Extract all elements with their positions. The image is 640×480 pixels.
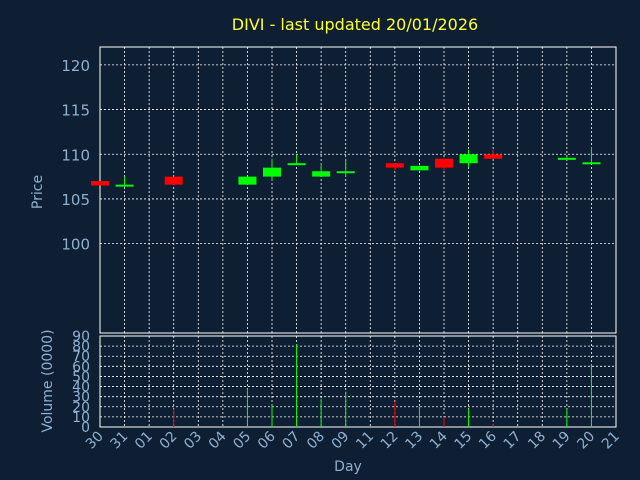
- candle-body: [459, 154, 478, 164]
- candle-body: [385, 163, 404, 168]
- day-tick-label: 04: [206, 428, 230, 452]
- price-tick-label: 105: [61, 191, 90, 209]
- candle-body: [312, 171, 331, 177]
- price-tick-label: 115: [61, 102, 90, 120]
- day-tick-label: 13: [402, 429, 426, 453]
- day-tick-label: 06: [255, 428, 279, 452]
- volume-tick-label: 30: [72, 390, 90, 406]
- candle-body: [164, 176, 183, 185]
- candle-body: [115, 184, 134, 187]
- volume-tick-label: 20: [72, 400, 90, 416]
- day-tick-label: 02: [157, 429, 181, 453]
- volume-plot-frame: [99, 335, 617, 428]
- day-tick-label: 03: [181, 429, 205, 453]
- volume-tick-label: 80: [72, 339, 90, 355]
- candle-body: [287, 163, 306, 166]
- day-tick-label: 19: [550, 429, 574, 453]
- price-tick-label: 100: [61, 236, 90, 254]
- volume-tick-label: 90: [72, 329, 90, 345]
- candle-body: [263, 167, 281, 177]
- day-tick-label: 16: [476, 428, 500, 452]
- price-axis-label: Price: [30, 175, 46, 209]
- day-tick-label: 21: [599, 429, 623, 453]
- candle-body: [557, 157, 576, 160]
- day-tick-label: 12: [378, 429, 402, 453]
- day-tick-label: 09: [329, 429, 353, 453]
- candle-body: [435, 158, 453, 168]
- day-tick-label: 18: [525, 429, 549, 453]
- day-tick-label: 11: [353, 429, 377, 453]
- candle-body: [336, 171, 355, 174]
- price-tick-label: 110: [61, 146, 90, 164]
- candle-body: [410, 165, 429, 171]
- day-tick-label: 05: [230, 429, 254, 453]
- volume-tick-label: 10: [72, 410, 90, 426]
- volume-tick-label: 70: [72, 349, 90, 365]
- volume-axis-label: Volume (0000): [40, 329, 56, 432]
- day-tick-label: 20: [574, 429, 598, 453]
- volume-tick-label: 40: [72, 380, 90, 396]
- day-tick-label: 31: [107, 429, 131, 453]
- candle-body: [484, 154, 503, 159]
- day-tick-label: 17: [501, 429, 525, 453]
- day-tick-label: 14: [427, 428, 451, 452]
- volume-tick-label: 60: [72, 359, 90, 375]
- day-tick-label: 01: [132, 429, 156, 453]
- candle-body: [91, 181, 109, 186]
- price-plot-frame: [99, 46, 617, 334]
- day-tick-label: 07: [279, 429, 303, 453]
- chart-title: DIVI - last updated 20/01/2026: [232, 15, 478, 34]
- candle-body: [238, 176, 257, 185]
- price-tick-label: 120: [61, 57, 90, 75]
- volume-tick-label: 50: [72, 369, 90, 385]
- volume-tick-label: 0: [81, 420, 90, 436]
- candle-body: [582, 162, 601, 165]
- day-tick-label: 15: [451, 429, 475, 453]
- day-tick-label: 08: [304, 429, 328, 453]
- price-panel: 100 105 110 115 120: [61, 46, 617, 334]
- x-axis-label: Day: [334, 459, 362, 475]
